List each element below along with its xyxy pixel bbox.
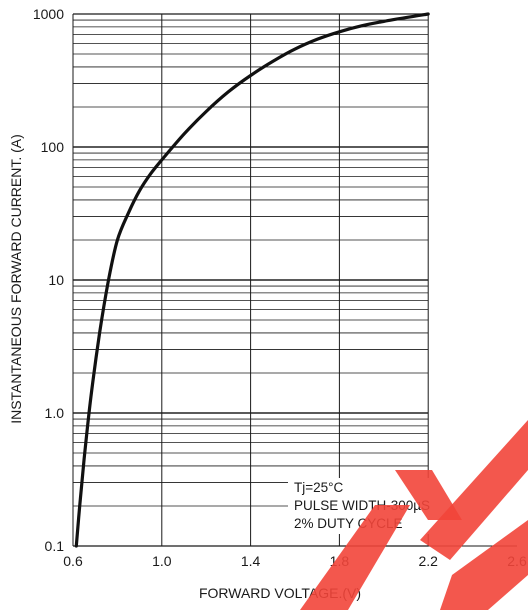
x-tick-labels: 0.61.01.41.82.22.6 (63, 553, 527, 569)
x-tick-label: 2.2 (418, 553, 438, 569)
annotation-temperature: Tj=25°C (294, 480, 344, 495)
x-tick-label: 1.0 (152, 553, 172, 569)
y-tick-label: 10 (48, 272, 64, 288)
y-axis-label: INSTANTANEOUS FORWARD CURRENT. (A) (8, 134, 24, 424)
x-tick-label: 1.4 (241, 553, 261, 569)
y-tick-labels: 0.1 1.0 10 100 1000 (33, 6, 64, 554)
y-tick-label: 1.0 (45, 405, 65, 421)
y-tick-label: 0.1 (45, 538, 65, 554)
series-layer (74, 12, 430, 548)
x-tick-label: 0.6 (63, 553, 83, 569)
watermark-logo (300, 420, 528, 610)
grid-lines (72, 13, 517, 547)
y-tick-label: 100 (41, 139, 65, 155)
y-tick-label: 1000 (33, 6, 64, 22)
forward-current-curve (74, 12, 430, 548)
